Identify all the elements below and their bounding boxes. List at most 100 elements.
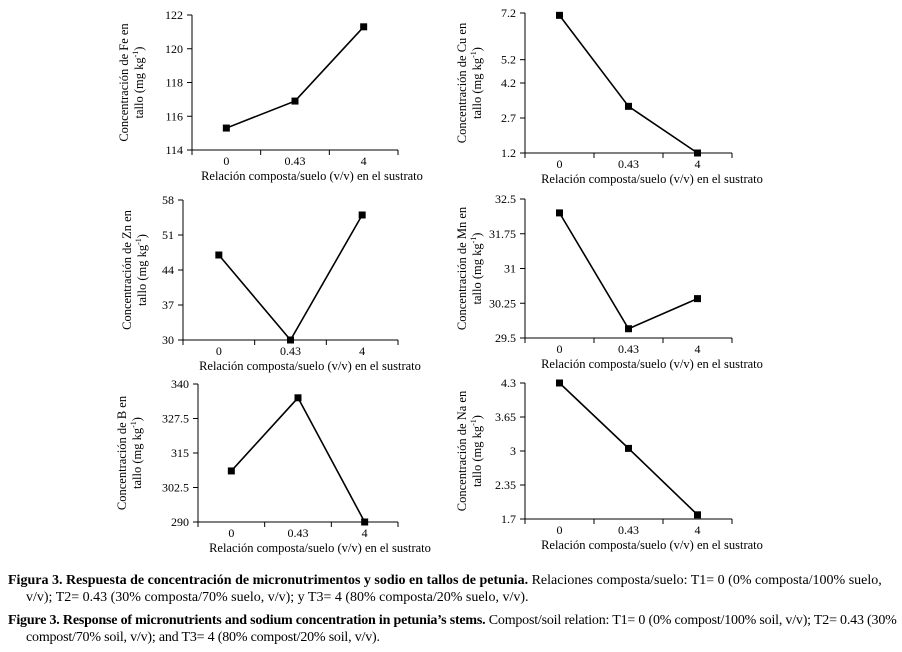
x-axis-title: Relación composta/suelo (v/v) en el sust…: [541, 538, 763, 552]
y-tick-label: 3.65: [495, 410, 516, 424]
data-point-4: [694, 295, 701, 303]
x-tick-label: 0.43: [618, 342, 639, 356]
data-point-4: [361, 518, 369, 526]
x-tick-label: 0: [216, 344, 222, 358]
y-tick-label: 315: [171, 446, 189, 460]
caption-english: Figure 3. Response of micronutrients and…: [8, 612, 898, 646]
caption-spanish-text: Relaciones composta/suelo: T1= 0 (0% com…: [26, 573, 882, 605]
data-point-0: [556, 379, 563, 387]
y-tick-label: 1.7: [501, 512, 516, 526]
y-axis-title: Concentración de Cu en tallo (mg kg-1): [455, 22, 484, 143]
y-tick-label: 44: [162, 263, 174, 277]
y-tick-label: 114: [165, 143, 183, 157]
y-axis-title-line1: Concentración de Mn en: [455, 206, 469, 330]
data-point-0.43: [625, 102, 632, 110]
data-point-0: [556, 209, 563, 217]
x-tick-label: 4: [361, 154, 367, 168]
y-axis-title: Concentración de Zn en tallo (mg kg-1): [120, 209, 149, 329]
data-point-0.43: [287, 336, 294, 344]
x-tick-label: 4: [695, 157, 701, 171]
data-point-0.43: [625, 444, 632, 452]
x-tick-label: 0: [557, 157, 563, 171]
y-tick-label: 30.25: [489, 296, 516, 310]
y-tick-label: 5.2: [501, 53, 516, 67]
y-tick-label: 58: [162, 193, 174, 207]
data-point-0: [227, 467, 235, 475]
caption-spanish: Figura 3. Respuesta de concentración de …: [8, 572, 898, 606]
y-tick-label: 31: [504, 262, 516, 276]
y-axis-title-line1: Concentración de B en: [115, 395, 129, 510]
data-point-0: [215, 251, 223, 259]
y-tick-label: 30: [162, 333, 174, 347]
x-tick-label: 4: [359, 344, 365, 358]
x-axis-title: Relación composta/suelo (v/v) en el sust…: [209, 541, 431, 555]
y-axis-title-line1: Concentración de Na en: [455, 390, 469, 511]
y-axis-title: Concentración de Fe en tallo (mg kg-1): [117, 23, 146, 142]
y-tick-label: 51: [162, 228, 174, 242]
y-tick-label: 116: [165, 109, 183, 123]
data-point-0: [222, 124, 230, 132]
y-axis-title-line2: tallo (mg kg-1): [469, 415, 484, 487]
data-point-4: [694, 149, 701, 157]
x-tick-label: 0: [228, 526, 234, 540]
x-tick-label: 4: [695, 342, 701, 356]
y-tick-label: 7.2: [501, 6, 516, 20]
x-axis-title: Relación composta/suelo (v/v) en el sust…: [199, 359, 421, 373]
y-axis-title-line1: Concentración de Fe en: [117, 23, 131, 142]
x-tick-label: 0.43: [288, 526, 309, 540]
y-axis-title-line2: tallo (mg kg-1): [134, 234, 149, 306]
figure-panel-grid: 114 116 118 120 122 0 0.43 4 Relación composta/s…: [115, 6, 763, 555]
y-axis-title: Concentración de Na en tallo (mg kg-1): [455, 390, 484, 511]
y-tick-label: 120: [165, 42, 183, 56]
x-tick-label: 0.43: [285, 154, 306, 168]
y-axis-title-line2: tallo (mg kg-1): [129, 417, 144, 489]
y-axis-title-line2: tallo (mg kg-1): [131, 47, 146, 119]
y-tick-label: 31.75: [489, 227, 516, 241]
data-point-0.43: [625, 325, 632, 333]
data-point-0.43: [291, 97, 299, 105]
y-tick-label: 29.5: [495, 331, 516, 345]
series-line: [558, 14, 698, 154]
caption-english-text: Compost/soil relation: T1= 0 (0% compost…: [26, 613, 897, 645]
x-axis-title: Relación composta/suelo (v/v) en el sust…: [201, 169, 423, 183]
y-axis-title-line2: tallo (mg kg-1): [469, 47, 484, 119]
y-axis-title: Concentración de Mn en tallo (mg kg-1): [455, 206, 484, 330]
data-point-4: [360, 23, 368, 31]
series-line: [226, 26, 365, 129]
y-axis-title: Concentración de B en tallo (mg kg-1): [115, 395, 144, 510]
series-line: [230, 396, 366, 523]
caption-english-lead: Figure 3. Response of micronutrients and…: [8, 613, 486, 628]
y-axis-title-line2: tallo (mg kg-1): [469, 233, 484, 305]
caption-spanish-lead: Figura 3. Respuesta de concentración de …: [8, 573, 529, 588]
y-tick-label: 1.2: [501, 146, 516, 160]
data-point-0.43: [294, 394, 302, 402]
x-tick-label: 4: [362, 526, 368, 540]
y-tick-label: 118: [165, 76, 183, 90]
y-tick-label: 302.5: [162, 481, 189, 495]
x-tick-label: 0.43: [618, 523, 639, 537]
y-tick-label: 2.7: [501, 111, 516, 125]
x-axis-title: Relación composta/suelo (v/v) en el sust…: [541, 357, 763, 371]
series-line: [558, 212, 698, 330]
data-point-4: [694, 511, 701, 519]
x-tick-label: 0: [557, 342, 563, 356]
y-tick-label: 4.3: [501, 376, 516, 390]
series-line: [218, 214, 363, 342]
y-axis-title-line1: Concentración de Zn en: [120, 209, 134, 329]
y-tick-label: 340: [171, 377, 189, 391]
x-tick-label: 4: [695, 523, 701, 537]
y-tick-label: 32.5: [495, 192, 516, 206]
data-point-0: [556, 11, 563, 19]
x-tick-label: 0.43: [280, 344, 301, 358]
y-tick-label: 3: [510, 444, 516, 458]
x-tick-label: 0: [223, 154, 229, 168]
x-tick-label: 0.43: [618, 157, 639, 171]
y-tick-label: 37: [162, 298, 174, 312]
